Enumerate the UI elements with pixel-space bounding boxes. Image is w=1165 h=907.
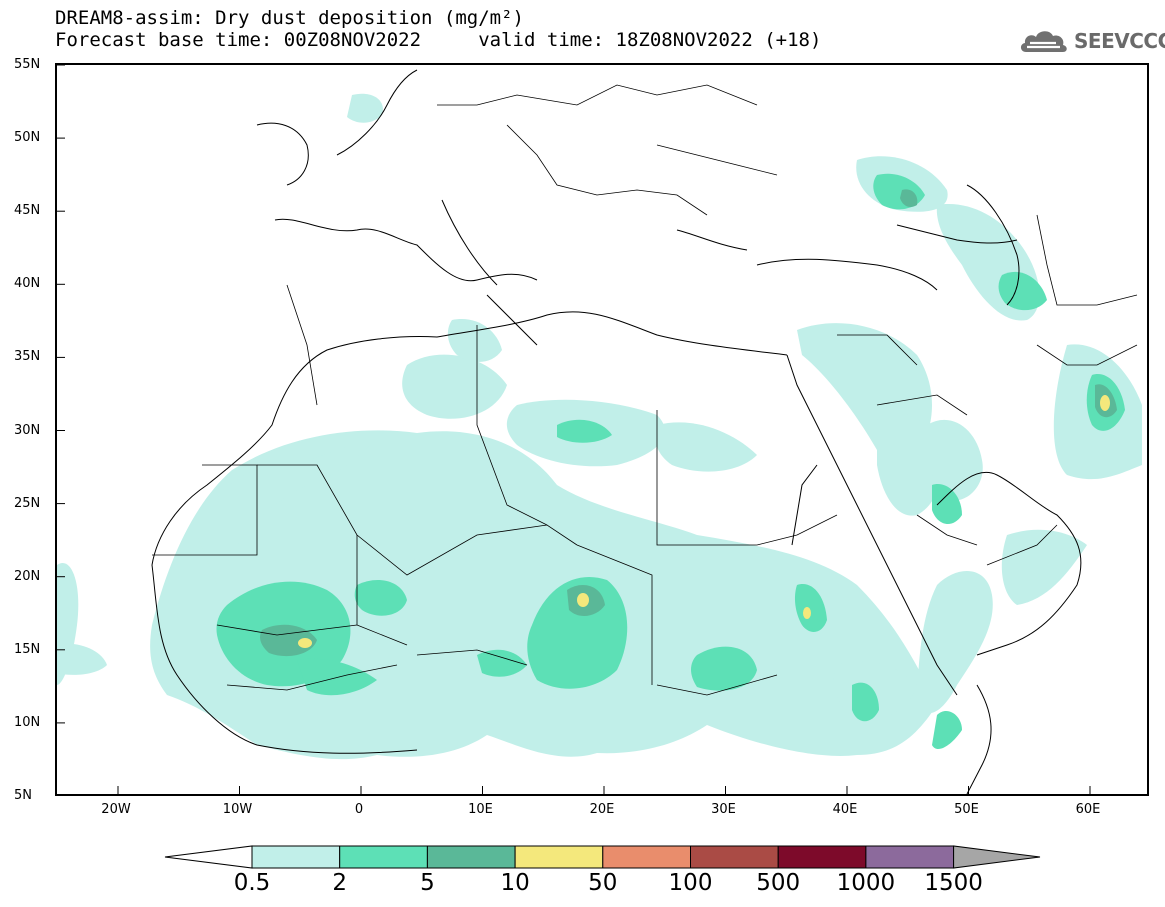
longitude-label: 0	[354, 802, 364, 817]
colorbar-level-label: 50	[588, 870, 618, 896]
colorbar-box	[514, 845, 604, 869]
longitude-label: 50E	[954, 802, 979, 817]
country-borders	[152, 84, 1138, 696]
colorbar-box	[865, 845, 955, 869]
colorbar-level-label: 2	[332, 870, 348, 896]
latitude-label: 50N	[14, 130, 41, 146]
latitude-label: 45N	[14, 203, 41, 219]
colorbar-box	[602, 845, 691, 869]
colorbar-level-label: 500	[756, 870, 801, 896]
latitude-label: 30N	[14, 422, 41, 438]
latitude-label: 15N	[14, 641, 41, 657]
latitude-label: 35N	[14, 349, 41, 365]
colorbar	[164, 845, 1041, 869]
latitude-label: 5N	[14, 788, 32, 803]
colorbar-box	[777, 845, 867, 869]
colorbar-box	[690, 845, 779, 869]
colorbar-box	[339, 845, 428, 869]
logo-text: SEEVCCC	[1074, 29, 1165, 53]
seevccc-logo: SEEVCCC	[1018, 24, 1165, 58]
cloud-icon	[1020, 31, 1067, 52]
dust-deposition-field	[57, 93, 1142, 760]
latitude-label: 55N	[14, 57, 41, 72]
colorbar-level-label: 10	[500, 870, 530, 896]
latitude-label: 10N	[14, 714, 41, 730]
map-panel	[55, 63, 1149, 796]
longitude-label: 20W	[101, 802, 131, 817]
colorbar-level-label: 1000	[836, 870, 896, 896]
colorbar-level-label: 5	[420, 870, 435, 896]
longitude-label: 40E	[832, 802, 858, 817]
map-title: DREAM8-assim: Dry dust deposition (mg/m²…	[55, 7, 524, 29]
longitude-label: 20E	[589, 802, 615, 817]
map-ticks	[57, 65, 1091, 794]
colorbar-level-label: 0.5	[233, 870, 271, 896]
map-canvas	[57, 65, 1142, 794]
longitude-label: 60E	[1075, 802, 1101, 817]
map-subtitle: Forecast base time: 00Z08NOV2022 valid t…	[55, 29, 822, 51]
longitude-label: 10W	[222, 802, 253, 817]
latitude-label: 25N	[14, 495, 41, 511]
colorbar-under-arrow	[164, 845, 253, 869]
colorbar-level-label: 1500	[924, 870, 983, 896]
longitude-label: 30E	[711, 802, 736, 817]
latitude-label: 40N	[14, 276, 41, 292]
coastlines	[151, 69, 1082, 794]
colorbar-over-arrow	[953, 845, 1041, 869]
dust-level-very-high	[298, 395, 1110, 648]
colorbar-level-label: 100	[668, 870, 713, 896]
colorbar-box	[426, 845, 516, 869]
latitude-label: 20N	[14, 568, 41, 584]
colorbar-box	[251, 845, 341, 869]
longitude-label: 10E	[468, 802, 493, 817]
